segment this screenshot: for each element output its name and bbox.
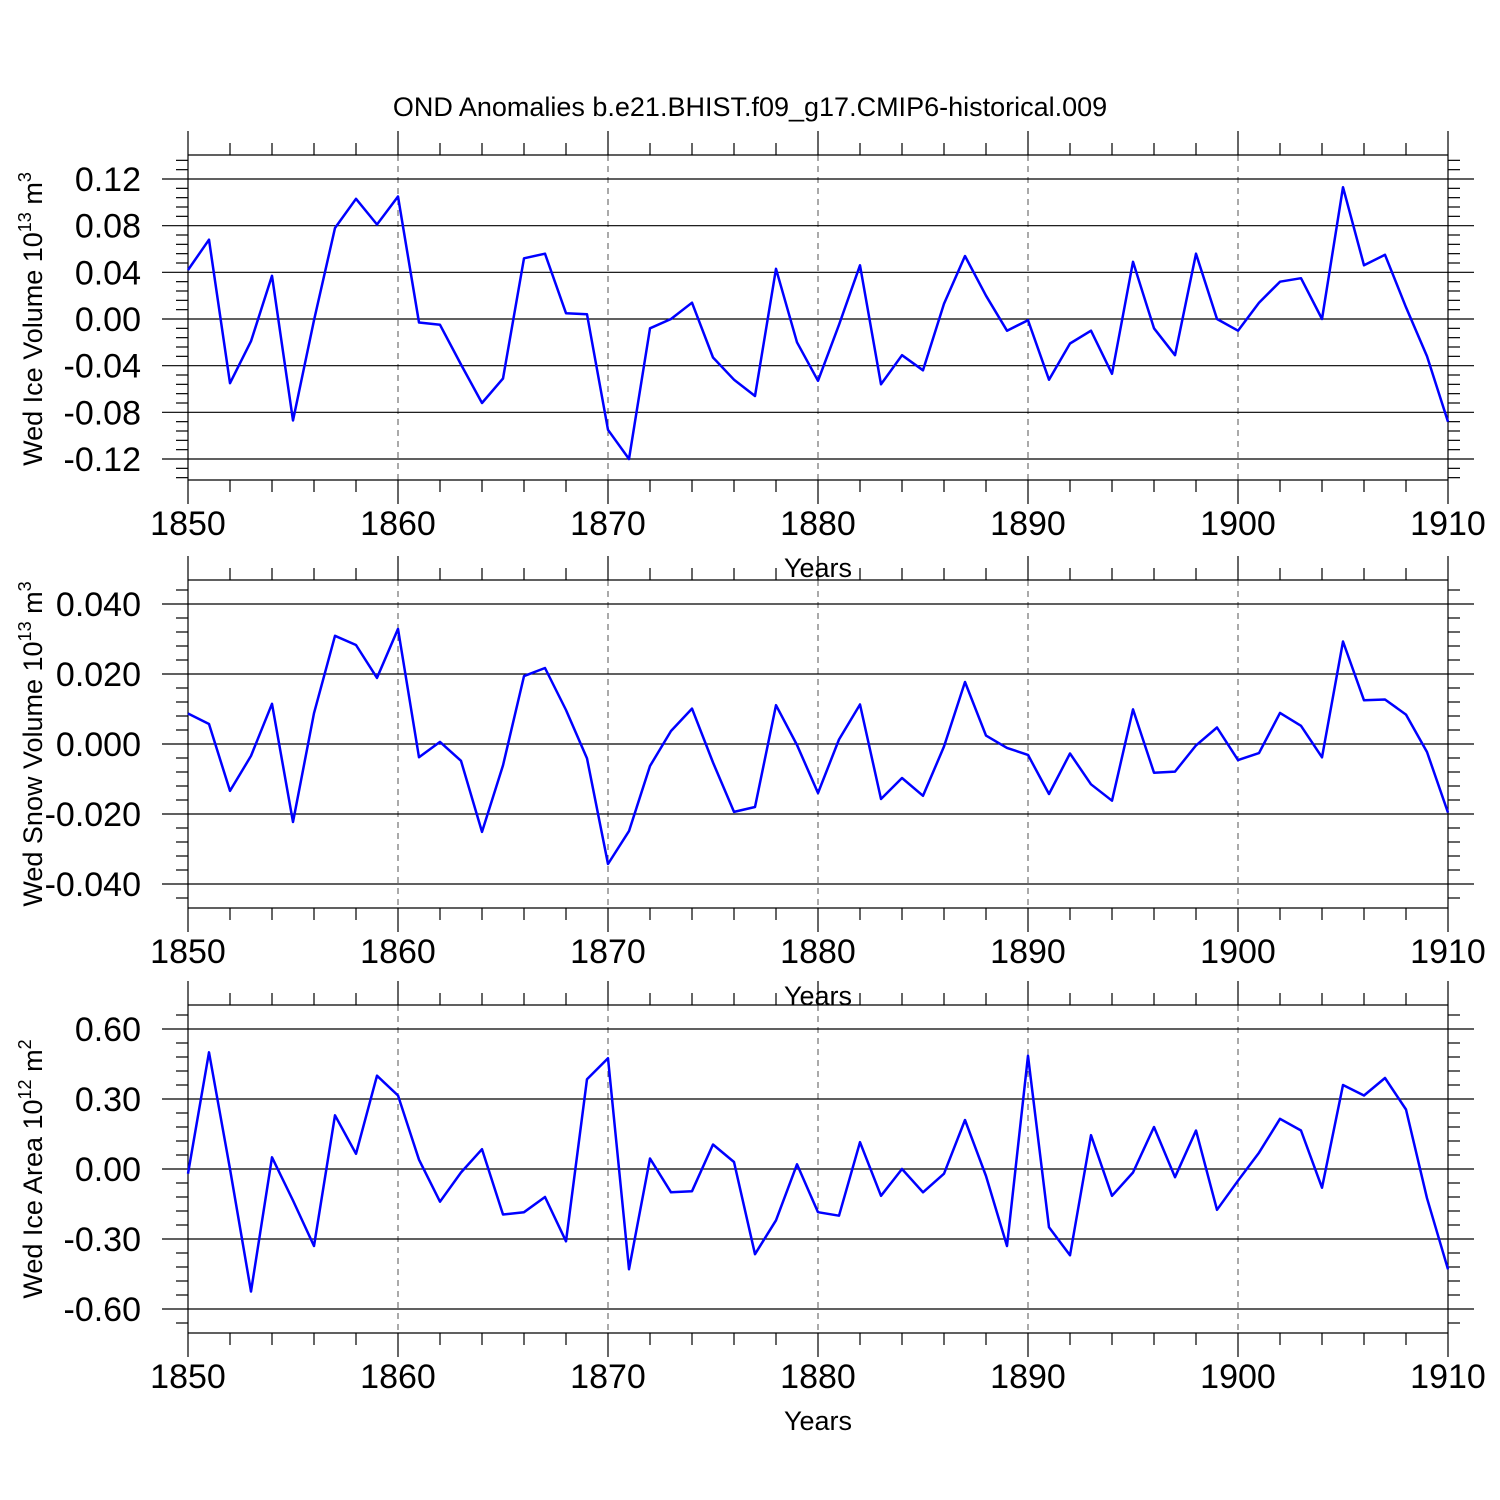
y-axis-title-part: 2 <box>15 1039 35 1049</box>
y-tick-label: -0.020 <box>45 796 141 834</box>
y-axis-title-part: m <box>18 591 48 621</box>
panel-3: -0.60 -0.30 0.00 0.30 0.60 1850 1860 1870 1880 18… <box>15 981 1486 1436</box>
y-axis-title-part: Wed Ice Volume <box>18 262 48 466</box>
y-axis-title: Wed Snow Volume 1013 m3 <box>15 581 48 906</box>
x-tick-label: 1890 <box>990 1358 1066 1396</box>
y-axis-title-part: Wed Snow Volume <box>18 671 48 906</box>
y-tick-label: 0.30 <box>75 1081 141 1119</box>
y-axis-title-part: 13 <box>15 621 35 641</box>
y-tick-label: 0.040 <box>56 586 141 624</box>
y-axis-title-part: 12 <box>15 1079 35 1099</box>
x-tick-label: 1870 <box>570 1358 646 1396</box>
x-tick-label: 1890 <box>990 933 1066 971</box>
y-tick-label: -0.12 <box>64 441 142 479</box>
y-axis-title: Wed Ice Volume 1013 m3 <box>15 172 48 466</box>
y-axis-title: Wed Ice Area 1012 m2 <box>15 1039 48 1298</box>
y-axis-title-part: m <box>18 1049 48 1079</box>
y-axis-title-part: Wed Ice Area <box>18 1130 48 1299</box>
x-tick-label: 1900 <box>1200 933 1276 971</box>
y-tick-label: -0.30 <box>64 1221 142 1259</box>
y-tick-label: 0.00 <box>75 1151 141 1189</box>
y-tick-label: -0.040 <box>45 866 141 904</box>
x-tick-label: 1870 <box>570 933 646 971</box>
series-line <box>186 185 1450 461</box>
x-tick-label: 1880 <box>780 505 856 543</box>
y-tick-label: 0.12 <box>75 161 141 199</box>
x-tick-label: 1850 <box>150 505 226 543</box>
y-tick-label: 0.020 <box>56 656 141 694</box>
y-axis-title-part: m <box>18 182 48 212</box>
series-line <box>186 1051 1450 1293</box>
y-tick-label: -0.60 <box>64 1291 142 1329</box>
x-tick-label: 1910 <box>1410 505 1486 543</box>
y-axis-title-part: 10 <box>18 1099 48 1129</box>
y-axis-title-part: 10 <box>18 641 48 671</box>
x-tick-label: 1850 <box>150 1358 226 1396</box>
y-axis-title-part: 13 <box>15 212 35 232</box>
y-tick-label: 0.08 <box>75 208 141 246</box>
y-tick-label: 0.04 <box>75 254 141 292</box>
y-tick-label: -0.04 <box>64 348 142 386</box>
x-tick-label: 1850 <box>150 933 226 971</box>
y-tick-label: 0.00 <box>75 301 141 339</box>
x-tick-label: 1910 <box>1410 1358 1486 1396</box>
panel-2: -0.040 -0.020 0.000 0.020 0.040 1850 1860 1870 1… <box>15 556 1486 1011</box>
x-tick-label: 1910 <box>1410 933 1486 971</box>
x-tick-label: 1880 <box>780 1358 856 1396</box>
x-tick-label: 1860 <box>360 933 436 971</box>
x-axis-title: Years <box>784 1406 852 1436</box>
y-tick-label: 0.60 <box>75 1011 141 1049</box>
x-tick-label: 1900 <box>1200 1358 1276 1396</box>
y-axis-title-part: 3 <box>15 172 35 182</box>
series-line <box>187 627 1450 866</box>
chart-panels: -0.12 -0.08 -0.04 0.00 0.04 0.08 0.12 1850 1860 1… <box>15 131 1486 1436</box>
y-axis-title-part: 10 <box>18 232 48 262</box>
x-tick-label: 1890 <box>990 505 1066 543</box>
panel-1: -0.12 -0.08 -0.04 0.00 0.04 0.08 0.12 1850 1860 1… <box>15 131 1486 583</box>
x-tick-label: 1860 <box>360 1358 436 1396</box>
x-tick-label: 1900 <box>1200 505 1276 543</box>
y-tick-label: 0.000 <box>56 726 141 764</box>
x-tick-label: 1870 <box>570 505 646 543</box>
figure-title: OND Anomalies b.e21.BHIST.f09_g17.CMIP6-… <box>393 92 1107 122</box>
y-axis-title-part: 3 <box>15 581 35 591</box>
x-tick-label: 1880 <box>780 933 856 971</box>
x-tick-label: 1860 <box>360 505 436 543</box>
y-tick-label: -0.08 <box>64 394 142 432</box>
